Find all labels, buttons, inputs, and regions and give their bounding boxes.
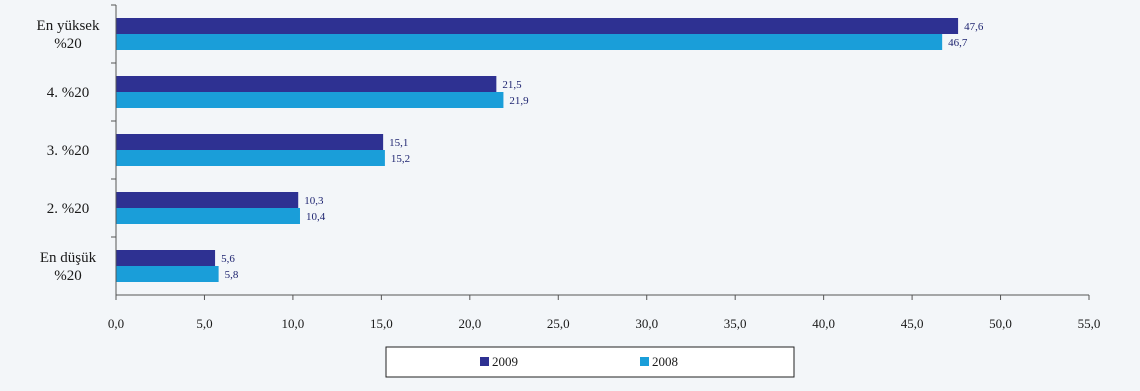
legend: 2009 2008: [385, 346, 795, 378]
value-label-2009-0: 47,6: [964, 21, 984, 33]
value-labels-group: 47,6 46,7 21,5 21,9 15,1 15,2 10,3 10,4 5,6 5,8: [221, 21, 984, 281]
bar-2009-4: [116, 250, 216, 266]
x-tick-label-10: 50,0: [989, 316, 1012, 331]
x-tick-label-9: 45,0: [901, 316, 924, 331]
x-tick-label-0: 0,0: [108, 316, 124, 331]
x-tick-label-3: 15,0: [370, 316, 393, 331]
legend-swatch-2009: [480, 357, 489, 366]
value-label-2008-4: 5,8: [225, 269, 239, 281]
value-label-2008-0: 46,7: [948, 37, 968, 49]
bar-2008-1: [116, 92, 504, 108]
x-tick-label-11: 55,0: [1078, 316, 1101, 331]
legend-box: [385, 346, 795, 378]
category-label-2: 3. %20: [47, 143, 90, 159]
bar-2008-4: [116, 266, 219, 282]
bar-2008-3: [116, 208, 300, 224]
value-label-2008-2: 15,2: [391, 153, 410, 165]
legend-label-2008: 2008: [652, 354, 678, 369]
bar-2008-2: [116, 150, 385, 166]
bars-group: [116, 18, 959, 282]
x-tick-label-8: 40,0: [812, 316, 835, 331]
category-label-4: En düşük %20: [40, 250, 97, 284]
bar-2009-3: [116, 192, 299, 208]
category-labels-group: En yüksek %20 4. %20 3. %20 2. %20 En düşük %2…: [37, 4, 116, 284]
x-tick-label-2: 10,0: [282, 316, 305, 331]
legend-label-2009: 2009: [492, 354, 518, 369]
category-label-1: 4. %20: [47, 85, 90, 101]
x-tick-label-5: 25,0: [547, 316, 570, 331]
category-label-3: 2. %20: [47, 201, 90, 217]
value-label-2009-2: 15,1: [389, 137, 408, 149]
value-label-2008-3: 10,4: [306, 211, 326, 223]
value-label-2009-1: 21,5: [502, 79, 522, 91]
x-ticks-group: 0,0 5,0 10,0 15,0 20,0 25,0 30,0 35,0 40,0 45,0 50…: [108, 295, 1101, 331]
x-tick-label-7: 35,0: [724, 316, 747, 331]
bar-2009-2: [116, 134, 384, 150]
bar-2008-0: [116, 34, 943, 50]
value-label-2009-4: 5,6: [221, 253, 235, 265]
bar-2009-0: [116, 18, 959, 34]
x-tick-label-6: 30,0: [635, 316, 658, 331]
bar-2009-1: [116, 76, 497, 92]
value-label-2009-3: 10,3: [304, 195, 324, 207]
x-tick-label-4: 20,0: [458, 316, 481, 331]
x-tick-label-1: 5,0: [196, 316, 212, 331]
legend-swatch-2008: [640, 357, 649, 366]
value-label-2008-1: 21,9: [509, 95, 529, 107]
category-label-0: En yüksek %20: [37, 18, 100, 52]
